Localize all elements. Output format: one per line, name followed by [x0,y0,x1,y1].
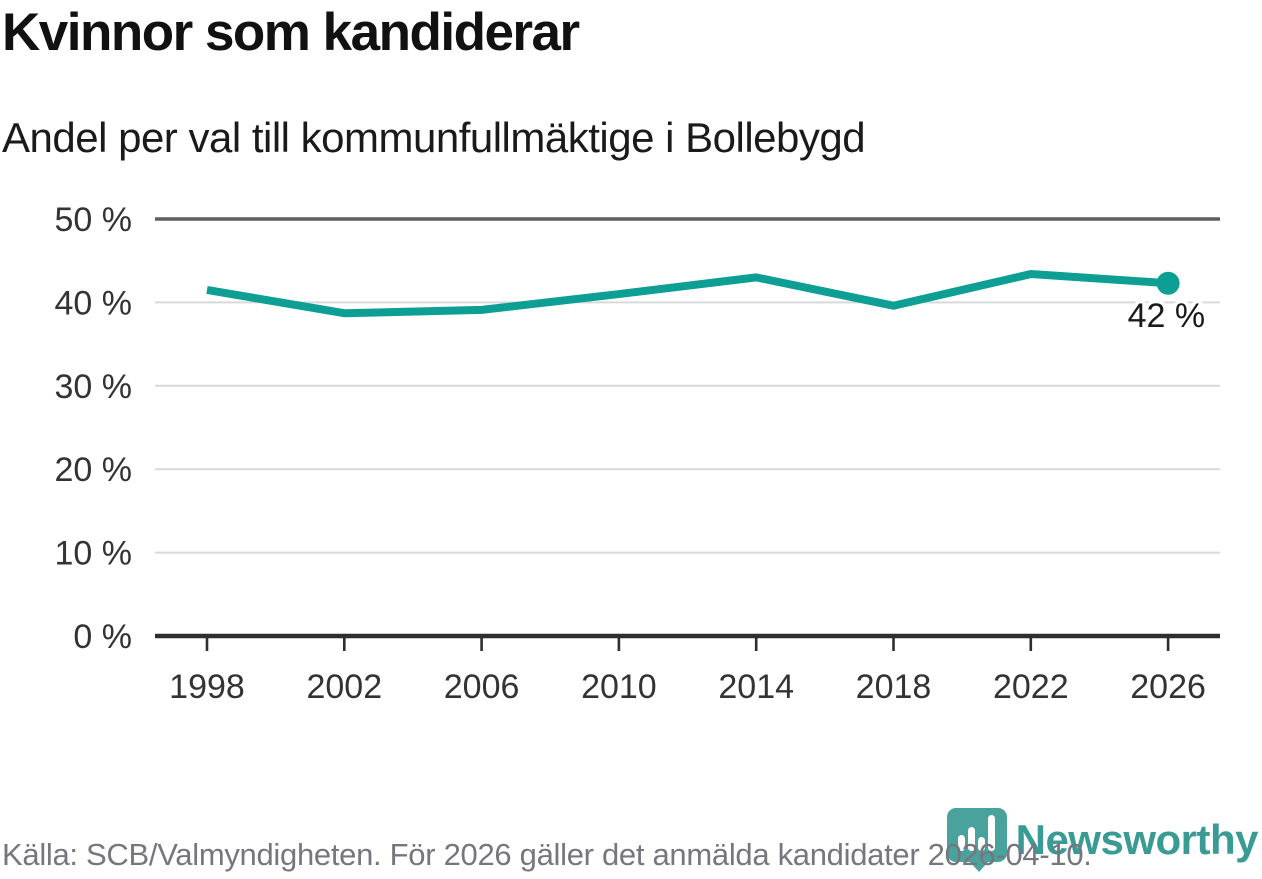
logo-pin-shape [946,808,1007,872]
end-point-value-label: 42 % [1128,297,1206,335]
x-tick-label-2010: 2010 [581,668,657,706]
y-tick-label-40: 40 % [55,284,133,322]
x-tick-label-1998: 1998 [169,668,245,706]
x-tick-label-2022: 2022 [993,668,1069,706]
logo-bar-1 [957,835,965,851]
x-tick-label-2018: 2018 [856,668,932,706]
page-title: Kvinnor som kandiderar [2,3,580,62]
y-tick-label-20: 20 % [55,451,133,489]
x-tick-label-2026: 2026 [1130,668,1206,706]
y-tick-label-30: 30 % [55,368,133,406]
logo-bar-4 [987,815,995,851]
logo-bar-3 [977,837,985,851]
logo-bar-2 [967,827,975,851]
x-tick-label-2006: 2006 [444,668,520,706]
last-point-marker [1156,271,1180,295]
newsworthy-branding: Newsworthy [946,807,1262,873]
y-tick-label-50: 50 % [55,201,133,239]
y-tick-label-0: 0 % [73,618,132,656]
chart-subtitle: Andel per val till kommunfullmäktige i B… [2,114,866,161]
x-tick-label-2002: 2002 [306,668,382,706]
newsworthy-logo-icon [946,808,1007,872]
y-tick-label-10: 10 % [55,535,133,573]
data-line-series [206,270,1169,318]
x-tick-label-2014: 2014 [718,668,794,706]
newsworthy-wordmark: Newsworthy [1015,816,1259,863]
